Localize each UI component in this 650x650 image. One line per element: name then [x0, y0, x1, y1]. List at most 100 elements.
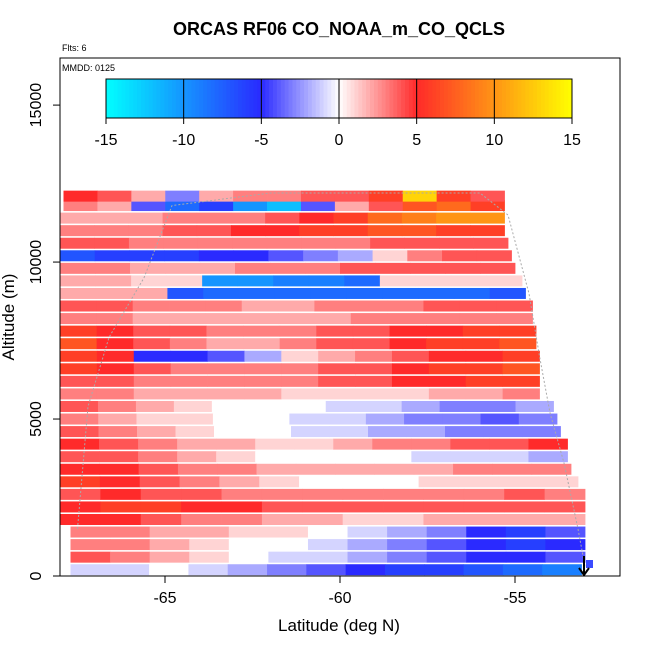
heatmap-cell-12-9	[404, 413, 443, 425]
heatmap-cell-22-1	[95, 287, 133, 299]
heatmap-cell-1-5	[268, 551, 309, 563]
heatmap-cell-18-0	[60, 338, 98, 350]
colorbar-segment	[214, 79, 220, 118]
heatmap-cell-8-0	[60, 463, 100, 475]
heatmap-cell-9-8	[372, 451, 412, 463]
heatmap-cell-24-4	[200, 262, 236, 274]
heatmap-cell-1-12	[545, 551, 586, 563]
heatmap-cell-22-8	[346, 287, 383, 299]
heatmap-cell-6-11	[504, 488, 546, 500]
heatmap-cell-17-2	[133, 350, 172, 362]
heatmap-cell-13-2	[135, 400, 175, 412]
heatmap-cell-26-8	[335, 237, 371, 249]
heatmap-cell-14-9	[391, 388, 430, 400]
heatmap-cell-8-10	[453, 463, 493, 475]
colorbar-segment	[272, 79, 278, 118]
heatmap-cell-5-3	[181, 501, 222, 513]
heatmap-cells	[60, 190, 586, 576]
heatmap-cell-0-2	[149, 564, 189, 576]
heatmap-cell-30-10	[402, 190, 438, 202]
heatmap-cell-5-9	[423, 501, 465, 513]
colorbar-segment	[257, 79, 262, 118]
heatmap-cell-6-3	[181, 488, 222, 500]
colorbar-segment	[482, 79, 488, 118]
colorbar-segment	[144, 79, 150, 118]
heatmap-cell-22-6	[274, 287, 312, 299]
heatmap-cell-19-0	[60, 325, 98, 337]
colorbar-segment	[552, 79, 557, 118]
heatmap-cell-28-0	[60, 212, 95, 224]
colorbar-segment	[117, 79, 123, 118]
heatmap-cell-9-11	[489, 451, 529, 463]
colorbar-segment	[175, 79, 181, 118]
heatmap-cell-23-6	[273, 275, 310, 287]
heatmap-cell-4-7	[342, 514, 384, 525]
colorbar-tick-label: 10	[485, 132, 503, 149]
colorbar-segment	[525, 79, 530, 118]
colorbar-segment	[106, 79, 111, 118]
heatmap-cell-29-8	[334, 200, 370, 212]
colorbar-segment	[494, 79, 499, 118]
heatmap-cell-30-9	[368, 190, 404, 202]
heatmap-cell-0-1	[109, 564, 150, 576]
colorbar-segment	[300, 79, 305, 118]
colorbar-segment	[160, 79, 165, 118]
heatmap-cell-20-11	[459, 313, 497, 325]
heatmap-cell-26-1	[94, 237, 130, 249]
colorbar-segment	[513, 79, 519, 118]
colorbar-segment	[568, 79, 573, 118]
heatmap-cell-28-4	[196, 212, 232, 224]
heatmap-cell-15-7	[318, 375, 356, 387]
heatmap-cell-23-0	[60, 275, 96, 287]
colorbar-segment	[284, 79, 290, 118]
heatmap-cell-1-2	[149, 551, 190, 563]
heatmap-cell-16-12	[502, 363, 540, 375]
heatmap-cell-3-4	[228, 526, 269, 538]
heatmap-cell-9-9	[411, 451, 451, 463]
colorbar-segment	[265, 79, 270, 118]
heatmap-cell-1-1	[110, 551, 151, 563]
colorbar-segment	[505, 79, 511, 118]
heatmap-cell-8-1	[99, 463, 140, 475]
heatmap-cell-9-10	[450, 451, 490, 463]
heatmap-cell-23-5	[237, 275, 274, 287]
heatmap-cell-18-5	[243, 338, 281, 350]
heatmap-cell-30-11	[436, 190, 471, 202]
heatmap-cell-8-7	[335, 463, 375, 475]
colorbar-segment	[556, 79, 561, 118]
heatmap-cell-2-4	[228, 539, 269, 551]
x-axis: -65 -60 -55	[153, 576, 527, 607]
heatmap-cell-4-12	[544, 514, 586, 525]
heatmap-cell-7-7	[338, 476, 380, 488]
heatmap-cell-13-5	[249, 400, 289, 412]
heatmap-cell-22-0	[60, 287, 97, 299]
heatmap-cell-0-5	[267, 564, 307, 576]
colorbar-segment	[389, 79, 394, 118]
heatmap-cell-11-3	[175, 426, 215, 438]
heatmap-cell-29-11	[436, 200, 471, 212]
heatmap-cell-7-4	[219, 476, 260, 488]
heatmap-cell-14-7	[318, 388, 356, 400]
heatmap-cell-6-0	[60, 488, 101, 500]
colorbar-segment	[164, 79, 169, 118]
heatmap-cell-7-0	[60, 476, 101, 488]
colorbar-segment	[540, 79, 546, 118]
heatmap-cell-8-11	[492, 463, 533, 475]
heatmap-cell-28-3	[162, 212, 198, 224]
heatmap-cell-5-1	[100, 501, 142, 513]
heatmap-cell-20-12	[496, 313, 533, 325]
heatmap-cell-5-2	[140, 501, 182, 513]
heatmap-cell-12-10	[442, 413, 481, 425]
heatmap-cell-3-5	[268, 526, 309, 538]
heatmap-cell-29-6	[267, 200, 302, 212]
heatmap-cell-24-8	[340, 262, 376, 274]
heatmap-cell-25-7	[303, 250, 339, 262]
colorbar-segment	[517, 79, 523, 118]
heatmap-cell-1-0	[70, 551, 111, 563]
heatmap-cell-15-11	[465, 375, 504, 387]
heatmap-cell-0-9	[424, 564, 464, 576]
colorbar-segment	[424, 79, 429, 118]
heatmap-cell-27-10	[401, 225, 437, 237]
heatmap-cell-20-9	[387, 313, 424, 325]
heatmap-cell-14-0	[60, 388, 98, 400]
